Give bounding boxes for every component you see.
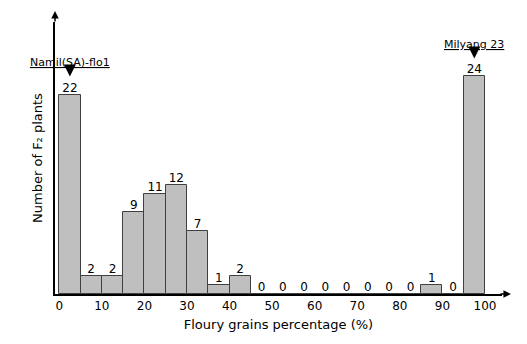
svg-text:0: 0 — [279, 280, 287, 294]
svg-text:1: 1 — [215, 271, 223, 285]
svg-text:50: 50 — [264, 299, 279, 313]
svg-text:7: 7 — [194, 217, 202, 231]
svg-text:80: 80 — [392, 299, 407, 313]
svg-text:20: 20 — [137, 299, 152, 313]
svg-text:0: 0 — [322, 280, 330, 294]
svg-text:0: 0 — [343, 280, 351, 294]
svg-text:0: 0 — [364, 280, 372, 294]
svg-text:60: 60 — [307, 299, 322, 313]
svg-text:70: 70 — [350, 299, 365, 313]
svg-text:10: 10 — [94, 299, 109, 313]
svg-text:0: 0 — [407, 280, 415, 294]
svg-text:0: 0 — [55, 299, 63, 313]
svg-text:0: 0 — [449, 280, 457, 294]
svg-text:40: 40 — [222, 299, 237, 313]
svg-text:22: 22 — [62, 81, 77, 95]
svg-text:100: 100 — [474, 299, 497, 313]
svg-text:2: 2 — [87, 262, 95, 276]
svg-text:Floury grains percentage (%): Floury grains percentage (%) — [184, 317, 373, 332]
svg-text:0: 0 — [258, 280, 266, 294]
svg-text:12: 12 — [169, 171, 184, 185]
svg-text:Milyang 23: Milyang 23 — [444, 38, 504, 51]
svg-text:24: 24 — [467, 62, 482, 76]
svg-text:Namil(SA)-flo1: Namil(SA)-flo1 — [30, 56, 110, 69]
svg-text:2: 2 — [109, 262, 117, 276]
svg-text:Number of F₂ plants: Number of F₂ plants — [30, 93, 45, 223]
svg-text:90: 90 — [435, 299, 450, 313]
svg-text:2: 2 — [236, 262, 244, 276]
svg-text:0: 0 — [300, 280, 308, 294]
svg-text:1: 1 — [428, 271, 436, 285]
svg-text:30: 30 — [179, 299, 194, 313]
svg-text:0: 0 — [385, 280, 393, 294]
svg-text:9: 9 — [130, 198, 138, 212]
svg-text:11: 11 — [147, 180, 162, 194]
